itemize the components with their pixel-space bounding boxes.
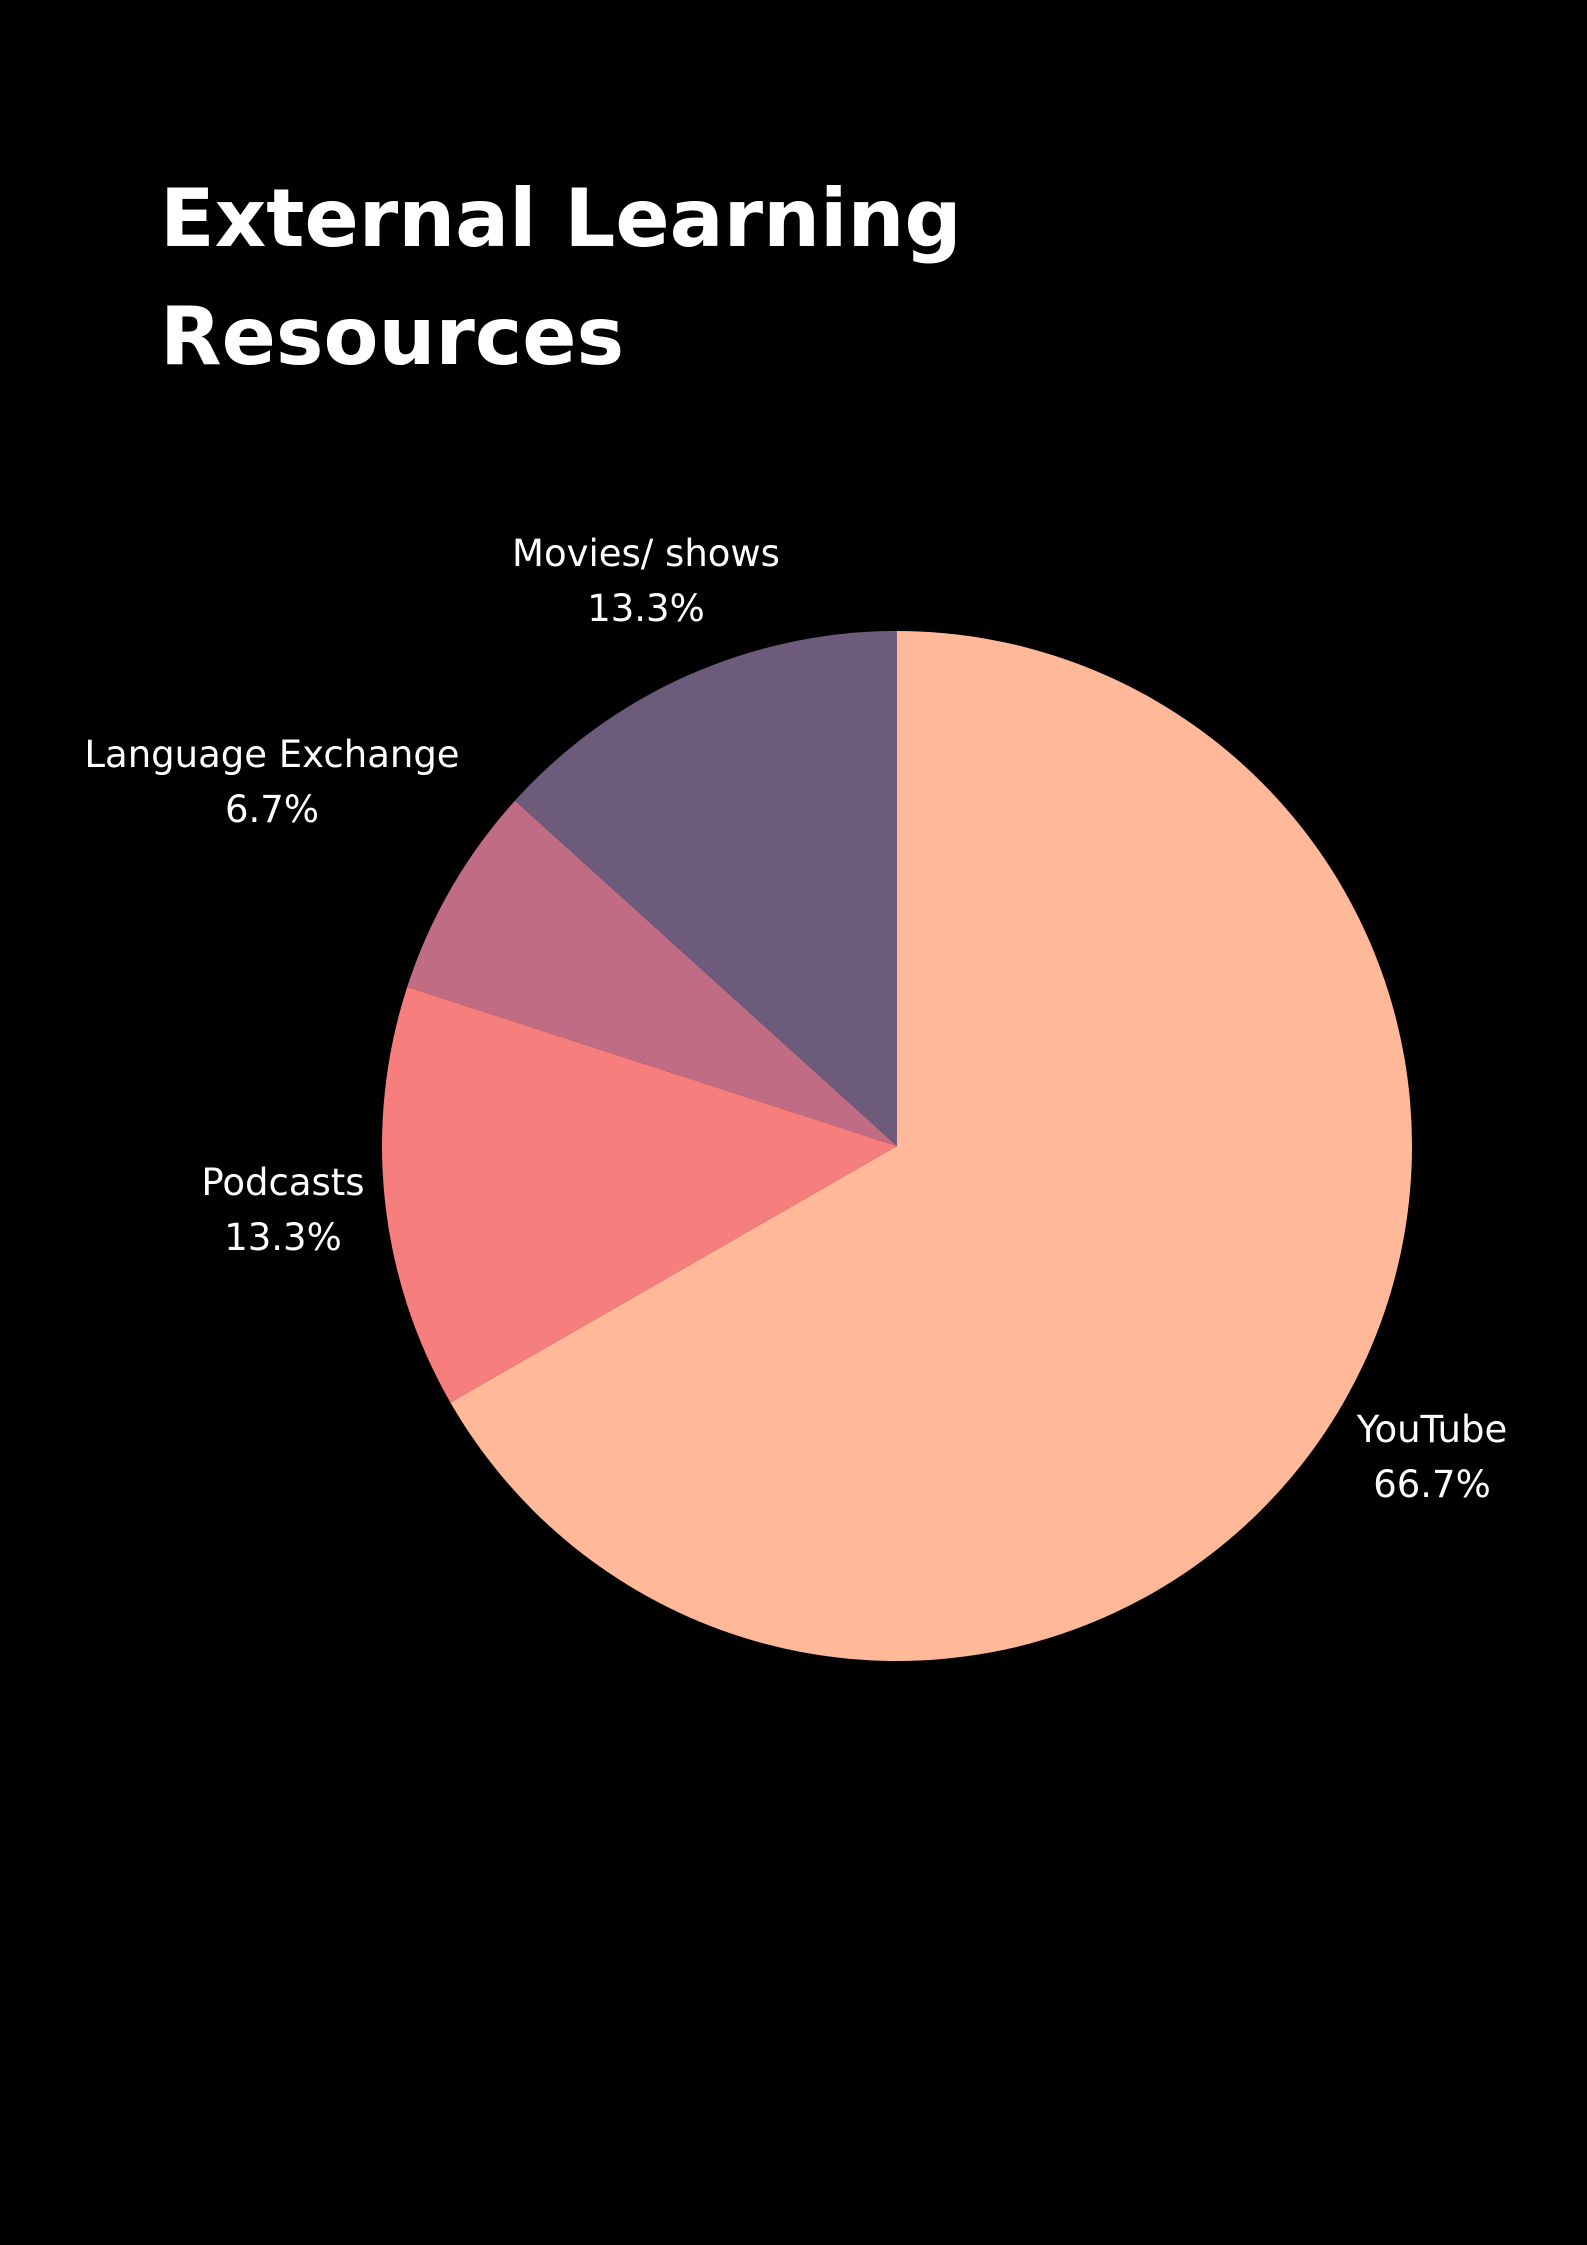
slice-value-label-youtube: 66.7% xyxy=(1373,1463,1491,1506)
slice-value-label-movies-shows: 13.3% xyxy=(587,587,705,630)
slice-value-label-podcasts: 13.3% xyxy=(224,1216,342,1259)
slice-name-label-podcasts: Podcasts xyxy=(201,1161,364,1204)
pie-labels: YouTube 66.7% Podcasts 13.3% Language Exchan… xyxy=(84,532,1507,1506)
slice-name-label-youtube: YouTube xyxy=(1356,1408,1507,1451)
slice-value-label-language-exchange: 6.7% xyxy=(225,788,319,831)
pie-slice-language-exchange xyxy=(407,800,897,1146)
title-line-1: External Learning xyxy=(160,172,962,265)
slice-name-label-language-exchange: Language Exchange xyxy=(84,733,459,776)
slice-name-label-movies-shows: Movies/ shows xyxy=(512,532,780,575)
page-title: External Learning Resources xyxy=(160,160,1060,396)
pie-slice-movies-shows xyxy=(515,631,897,1146)
pie-slice-youtube xyxy=(450,631,1413,1661)
pie-slices xyxy=(382,631,1413,1661)
title-line-2: Resources xyxy=(160,290,625,383)
pie-slice-podcasts xyxy=(382,986,898,1403)
